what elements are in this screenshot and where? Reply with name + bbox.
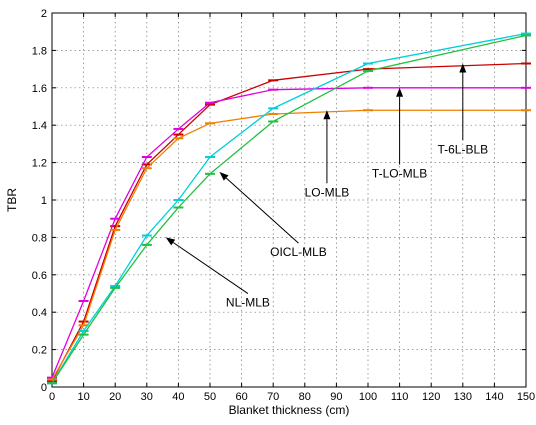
annotation-arrowhead	[165, 237, 176, 246]
annotation-arrowhead	[396, 87, 404, 97]
x-axis-label: Blanket thickness (cm)	[229, 403, 350, 417]
x-tick-label: 0	[49, 391, 55, 403]
annotation-label: OICL-MLB	[270, 245, 327, 259]
plot-area	[51, 12, 527, 388]
x-tick-label: 150	[517, 391, 535, 403]
axis-ticks: 0 10 20 30 40 50 60 70 80 90 100 110 120 130 140 150 0 0.…	[32, 8, 535, 403]
y-tick-label: 1.2	[32, 158, 47, 170]
x-tick-label: 10	[77, 391, 89, 403]
x-tick-label: 100	[359, 391, 377, 403]
data-series	[47, 32, 531, 385]
y-tick-label: 0.4	[32, 307, 47, 319]
x-tick-label: 40	[172, 391, 184, 403]
x-tick-label: 120	[422, 391, 440, 403]
annotations: T-6L-BLB T-LO-MLB LO-MLB OICL-MLB NL-MLB	[165, 63, 488, 310]
y-tick-label: 1	[41, 195, 47, 207]
annotation-arrowhead	[219, 171, 229, 181]
x-tick-label: 110	[391, 391, 409, 403]
x-tick-label: 140	[485, 391, 503, 403]
x-tick-label: 90	[330, 391, 342, 403]
annotation-label: LO-MLB	[305, 185, 350, 199]
y-tick-label: 0.8	[32, 232, 47, 244]
x-tick-label: 130	[454, 391, 472, 403]
y-tick-label: 0.2	[32, 345, 47, 357]
gridlines	[52, 13, 526, 387]
annotation-label: T-6L-BLB	[437, 142, 488, 156]
annotation-arrow	[225, 177, 299, 244]
x-tick-label: 20	[109, 391, 121, 403]
x-tick-label: 80	[299, 391, 311, 403]
annotation-arrow	[172, 242, 249, 295]
y-tick-label: 1.8	[32, 45, 47, 57]
x-tick-label: 70	[267, 391, 279, 403]
annotation-label: NL-MLB	[226, 296, 270, 310]
annotation-arrowhead	[459, 63, 467, 73]
annotation-arrowhead	[323, 110, 331, 120]
x-tick-label: 60	[235, 391, 247, 403]
y-tick-label: 1.4	[32, 120, 47, 132]
y-axis-label: TBR	[5, 188, 19, 212]
y-tick-label: 2	[41, 8, 47, 20]
annotation-label: T-LO-MLB	[372, 167, 427, 181]
y-tick-label: 0.6	[32, 270, 47, 282]
y-tick-label: 0	[41, 382, 47, 394]
x-tick-label: 30	[141, 391, 153, 403]
x-tick-label: 50	[204, 391, 216, 403]
y-tick-label: 1.6	[32, 83, 47, 95]
